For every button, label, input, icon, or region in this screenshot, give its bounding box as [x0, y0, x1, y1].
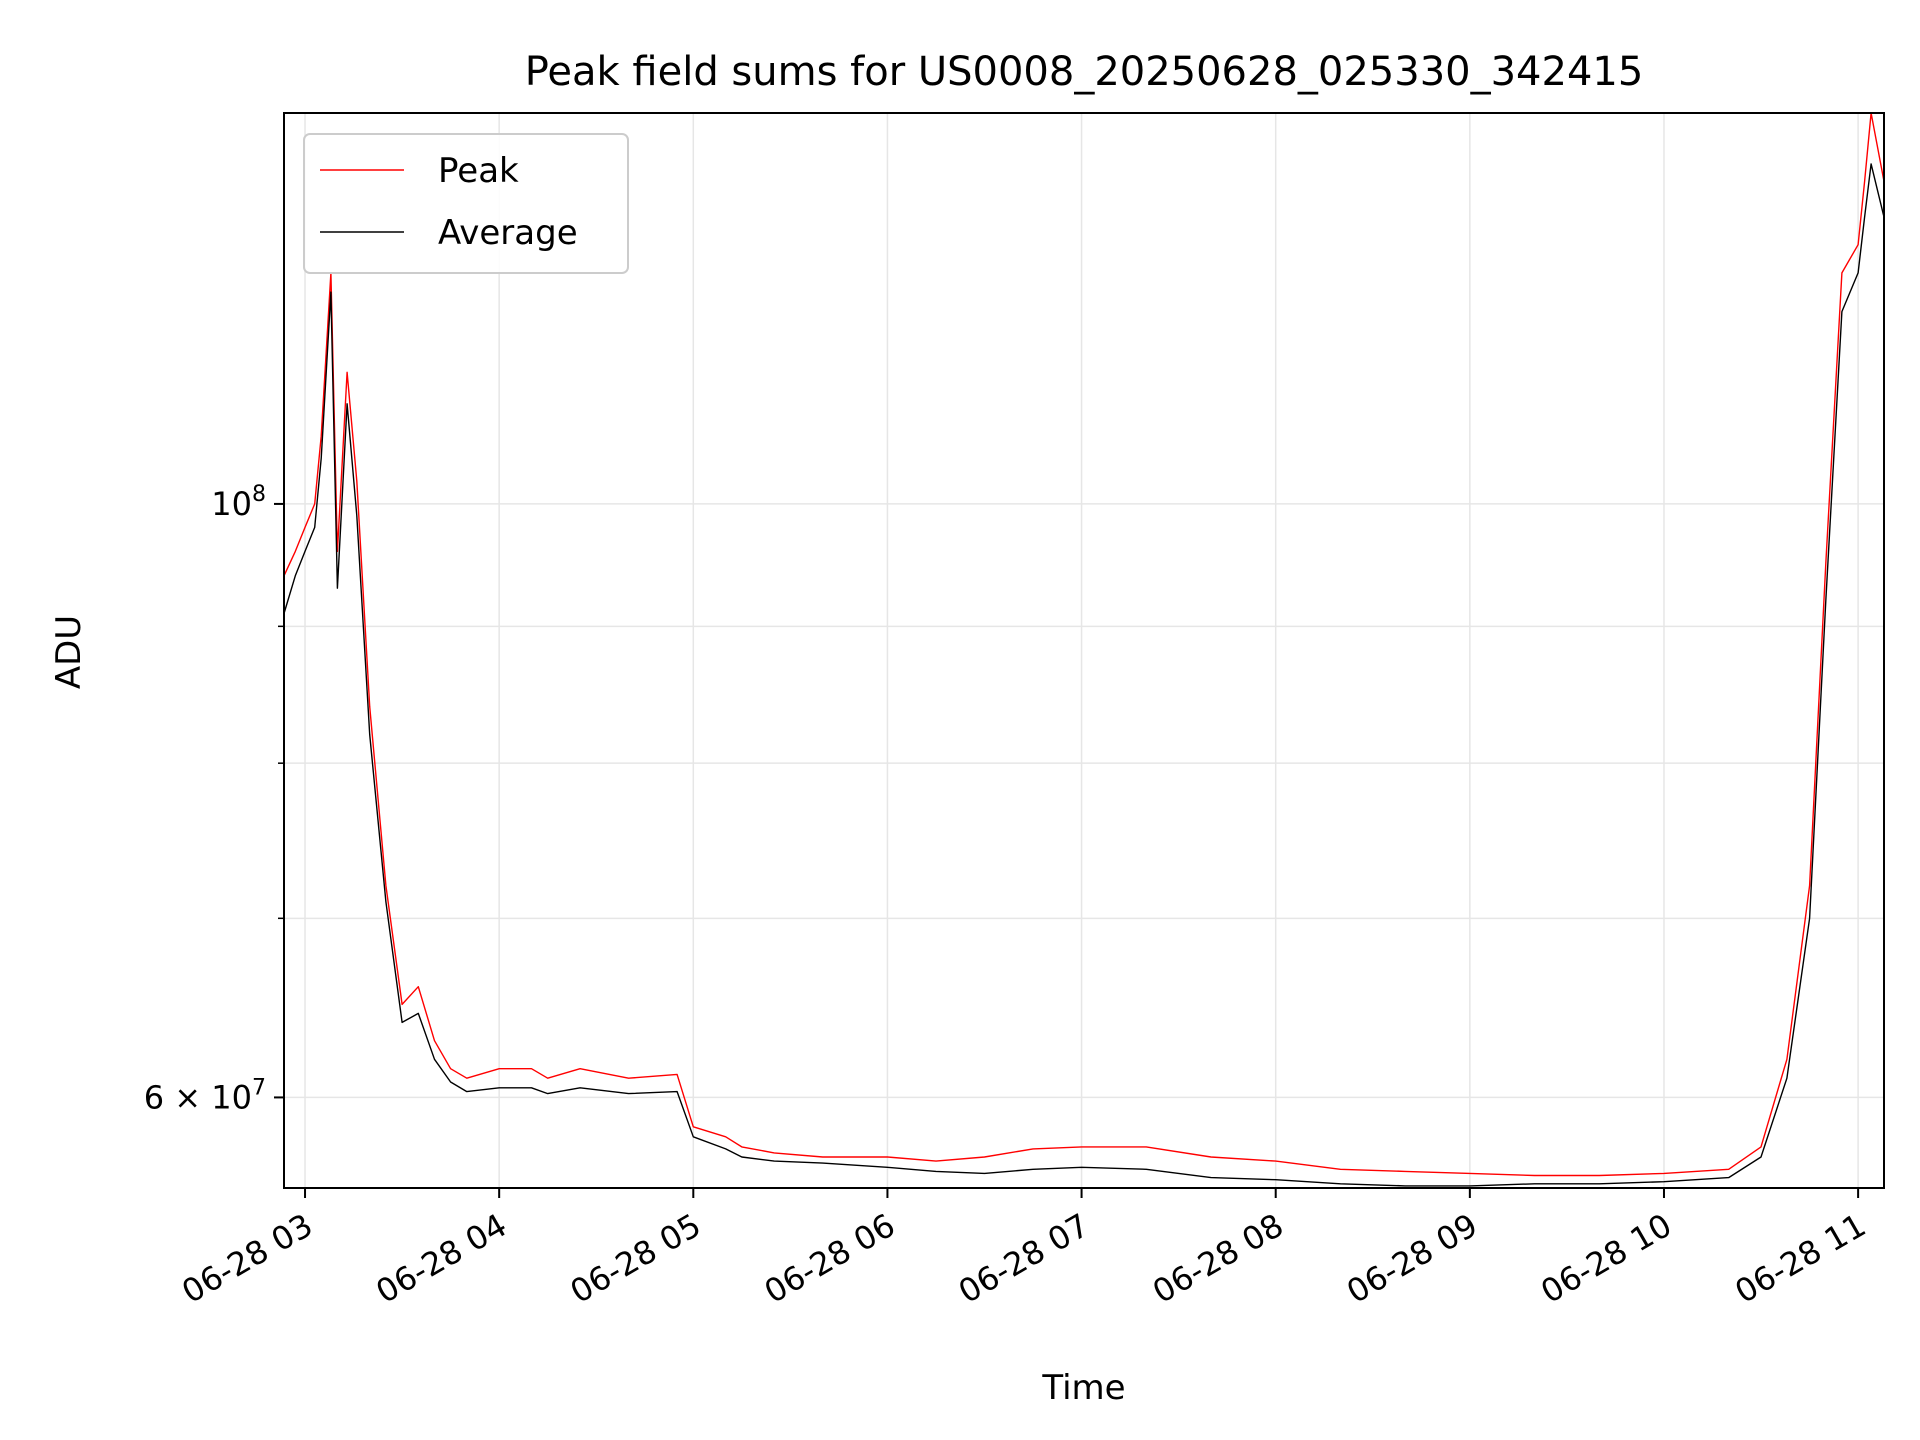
- x-axis-label: Time: [1041, 1368, 1125, 1408]
- y-tick-label: 108: [211, 482, 266, 523]
- grid: [284, 113, 1884, 1188]
- series-line-average: [284, 163, 1884, 1187]
- legend-box: [303, 133, 629, 274]
- plot-area: [284, 113, 1884, 1188]
- legend-label-peak: Peak: [438, 151, 519, 191]
- y-axis-label: ADU: [49, 615, 89, 689]
- chart-title: Peak field sums for US0008_20250628_0253…: [525, 49, 1644, 95]
- series-lines: [284, 113, 1884, 1187]
- series-line-peak: [284, 113, 1884, 1177]
- legend: Peak Average: [303, 133, 629, 274]
- plot-frame: [283, 112, 1885, 1189]
- legend-label-average: Average: [438, 213, 578, 253]
- y-tick-label: 6 × 107: [144, 1075, 266, 1116]
- y-axis-ticks: 6 × 107 108: [144, 482, 284, 1116]
